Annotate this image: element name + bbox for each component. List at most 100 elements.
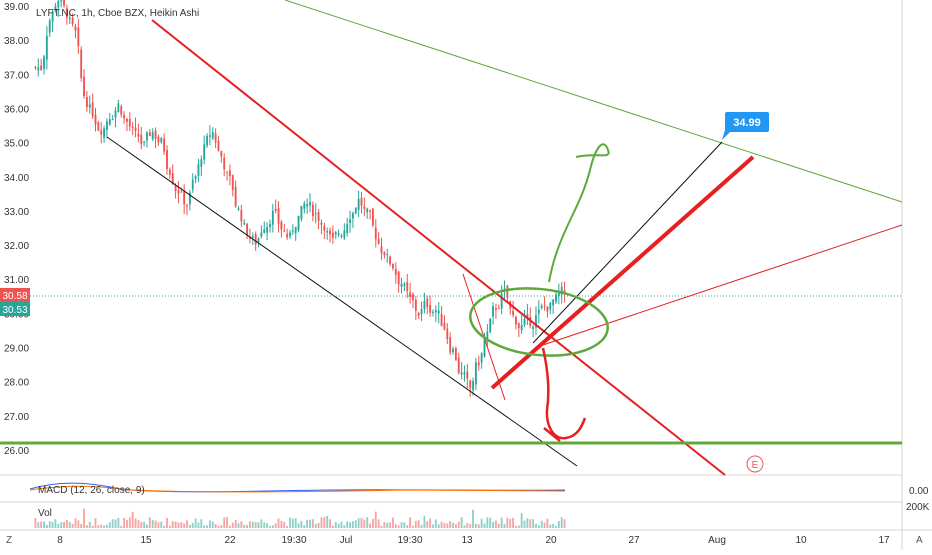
candle-body bbox=[114, 110, 117, 118]
volume-bar bbox=[148, 517, 151, 528]
candle-body bbox=[63, 0, 65, 6]
price-axis[interactable]: 39.00 38.00 37.00 36.00 35.00 34.00 33.00 32.00… bbox=[4, 2, 29, 457]
red-rising-line[interactable] bbox=[490, 155, 755, 390]
symbol-header[interactable]: LYFT.NC, 1h, Cboe BZX, Heikin Ashi bbox=[36, 8, 199, 19]
candle-body bbox=[291, 230, 294, 232]
candle-body bbox=[432, 311, 434, 313]
volume-bar bbox=[188, 524, 191, 528]
candle-body bbox=[337, 233, 340, 235]
candle-body bbox=[286, 234, 289, 238]
candle-body bbox=[194, 176, 197, 180]
red-thin-line[interactable] bbox=[542, 224, 903, 346]
price-tick-label: 36.00 bbox=[4, 104, 29, 115]
volume-bar bbox=[474, 523, 477, 528]
candle-body bbox=[543, 305, 546, 307]
time-tick-label: 19:30 bbox=[281, 535, 306, 546]
volume-bar bbox=[537, 525, 540, 528]
candle-body bbox=[394, 268, 397, 275]
volume-bar bbox=[386, 522, 389, 528]
volume-bar bbox=[97, 525, 100, 528]
drawing-layer[interactable]: E bbox=[0, 0, 903, 476]
volume-bar bbox=[363, 519, 366, 528]
corner-right[interactable]: A bbox=[916, 535, 923, 546]
candle-body bbox=[43, 56, 45, 69]
candle-body bbox=[71, 17, 74, 24]
volume-bar bbox=[486, 517, 489, 528]
candle-body bbox=[54, 6, 57, 11]
volume-bar bbox=[114, 519, 117, 528]
event-marker[interactable] bbox=[746, 455, 764, 473]
candle-body bbox=[240, 210, 243, 222]
candle-body bbox=[91, 102, 94, 117]
volume-bar bbox=[420, 524, 423, 528]
black-channel-lower[interactable] bbox=[106, 136, 578, 467]
candle-body bbox=[131, 127, 134, 129]
time-tick-label: 15 bbox=[140, 535, 152, 546]
volume-bar bbox=[360, 517, 363, 528]
corner-left[interactable]: Z bbox=[6, 535, 12, 546]
candle-body bbox=[200, 159, 203, 167]
volume-bar bbox=[137, 520, 140, 528]
candle-body bbox=[334, 232, 337, 235]
volume-bar bbox=[552, 523, 555, 528]
volume-bar bbox=[100, 524, 103, 528]
volume-bar bbox=[146, 524, 148, 528]
candle-body bbox=[48, 20, 51, 33]
volume-panel[interactable]: Vol 200K bbox=[34, 502, 930, 528]
target-badge[interactable]: 34.99 bbox=[722, 112, 769, 140]
candle-body bbox=[166, 149, 168, 170]
candle-body bbox=[340, 235, 343, 237]
macd-panel[interactable]: MACD (12, 26, close, 9) 0.00 bbox=[29, 482, 929, 497]
candle-body bbox=[323, 225, 326, 231]
volume-bar bbox=[346, 521, 349, 528]
candle-body bbox=[280, 221, 283, 230]
volume-bar bbox=[374, 511, 377, 528]
volume-bar bbox=[417, 520, 420, 528]
candle-body bbox=[483, 339, 486, 357]
volume-bar bbox=[314, 523, 317, 528]
candle-body bbox=[297, 215, 300, 231]
green-trendline[interactable] bbox=[284, 0, 903, 203]
red-channel-upper[interactable] bbox=[151, 19, 726, 476]
volume-bar bbox=[143, 521, 146, 528]
price-tick-label: 28.00 bbox=[4, 378, 29, 389]
candle-body bbox=[211, 131, 214, 139]
volume-bar bbox=[457, 521, 460, 528]
red-down-arrow[interactable] bbox=[541, 347, 587, 442]
volume-bar bbox=[166, 517, 168, 528]
volume-bar bbox=[523, 520, 526, 528]
volume-bar bbox=[234, 519, 237, 528]
volume-bar bbox=[177, 522, 180, 528]
volume-bar bbox=[543, 522, 546, 528]
volume-bar bbox=[497, 523, 500, 528]
candle-body bbox=[289, 232, 291, 237]
candle-body bbox=[474, 362, 477, 385]
candle-body bbox=[274, 208, 277, 212]
black-target-line[interactable] bbox=[532, 141, 723, 344]
candle-body bbox=[309, 202, 311, 206]
green-up-arrow[interactable] bbox=[548, 143, 610, 283]
time-axis[interactable]: 8 15 22 19:30 Jul 19:30 13 20 27 Aug 10 17 bbox=[57, 535, 890, 546]
candle-body bbox=[40, 65, 43, 71]
volume-bar bbox=[51, 521, 54, 528]
volume-bar bbox=[154, 520, 157, 528]
candle-body bbox=[300, 206, 303, 220]
volume-bar bbox=[466, 522, 469, 528]
volume-bar bbox=[160, 521, 163, 528]
volume-bar bbox=[111, 519, 114, 528]
candle-body bbox=[254, 234, 257, 245]
candle-body bbox=[414, 299, 417, 311]
time-tick-label: 20 bbox=[545, 535, 557, 546]
candle-body bbox=[257, 238, 260, 243]
volume-bar bbox=[503, 523, 506, 528]
candle-body bbox=[346, 223, 349, 234]
volume-bar bbox=[243, 524, 246, 528]
candle-body bbox=[420, 309, 423, 315]
candle-body bbox=[480, 353, 483, 363]
volume-bar bbox=[317, 522, 320, 528]
volume-bar bbox=[140, 522, 143, 528]
green-ellipse[interactable] bbox=[467, 282, 611, 362]
candle-body bbox=[243, 222, 246, 225]
